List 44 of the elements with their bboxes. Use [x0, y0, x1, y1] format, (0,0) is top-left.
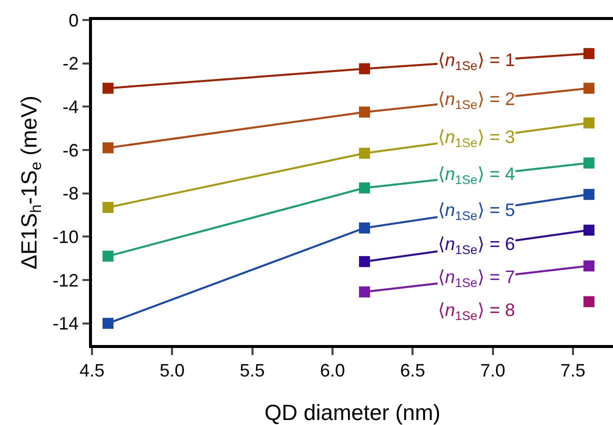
point: [359, 286, 370, 298]
series-label: ⟨n$_{1Se}$⟩ = 4: [438, 164, 515, 187]
x-axis-title: QD diameter (nm): [264, 400, 441, 425]
x-tick-label: 7.5: [560, 360, 586, 380]
point: [102, 318, 114, 329]
point: [583, 224, 594, 236]
y-tick-label: -4: [62, 96, 79, 117]
point: [583, 82, 594, 94]
y-tick-label: -8: [62, 184, 79, 204]
x-tick-label: 6.5: [400, 360, 426, 380]
point: [359, 182, 370, 194]
y-tick-label: -12: [52, 270, 79, 290]
x-tick-label: 5.5: [240, 360, 265, 380]
series-label: ⟨n$_{1Se}$⟩ = 2: [438, 89, 515, 112]
point: [102, 142, 114, 154]
point: [359, 256, 370, 268]
point: [359, 148, 370, 159]
point: [359, 63, 370, 74]
point: [583, 158, 594, 168]
point: [583, 260, 594, 272]
x-tick-label: 5.0: [160, 360, 185, 380]
point: [102, 202, 114, 213]
point: [583, 48, 594, 60]
point: [359, 106, 370, 118]
point: [583, 296, 594, 308]
series-label: ⟨n$_{1Se}$⟩ = 7: [438, 267, 515, 290]
point: [102, 82, 114, 94]
series-label: ⟨n$_{1Se}$⟩ = 6: [438, 234, 515, 257]
series-label: ⟨n$_{1Se}$⟩ = 5: [438, 200, 515, 223]
y-tick-label: -14: [52, 314, 79, 334]
point: [583, 188, 594, 200]
y-tick-label: -6: [62, 140, 79, 160]
x-tick-label: 4.5: [79, 360, 105, 380]
series-label: ⟨n$_{1Se}$⟩ = 3: [438, 127, 515, 150]
series-label: ⟨n$_{1Se}$⟩ = 1: [438, 50, 515, 73]
y-tick-label: -2: [62, 54, 79, 74]
y-tick-label: -10: [52, 226, 79, 247]
point: [583, 117, 594, 128]
point: [359, 222, 370, 234]
y-tick-label: 0: [68, 10, 79, 30]
x-tick-label: 6.0: [320, 360, 345, 380]
x-tick-label: 7.0: [480, 360, 506, 380]
text: ⟨n$_{1Se}$⟩ = 8: [438, 300, 515, 323]
point: [102, 250, 114, 262]
